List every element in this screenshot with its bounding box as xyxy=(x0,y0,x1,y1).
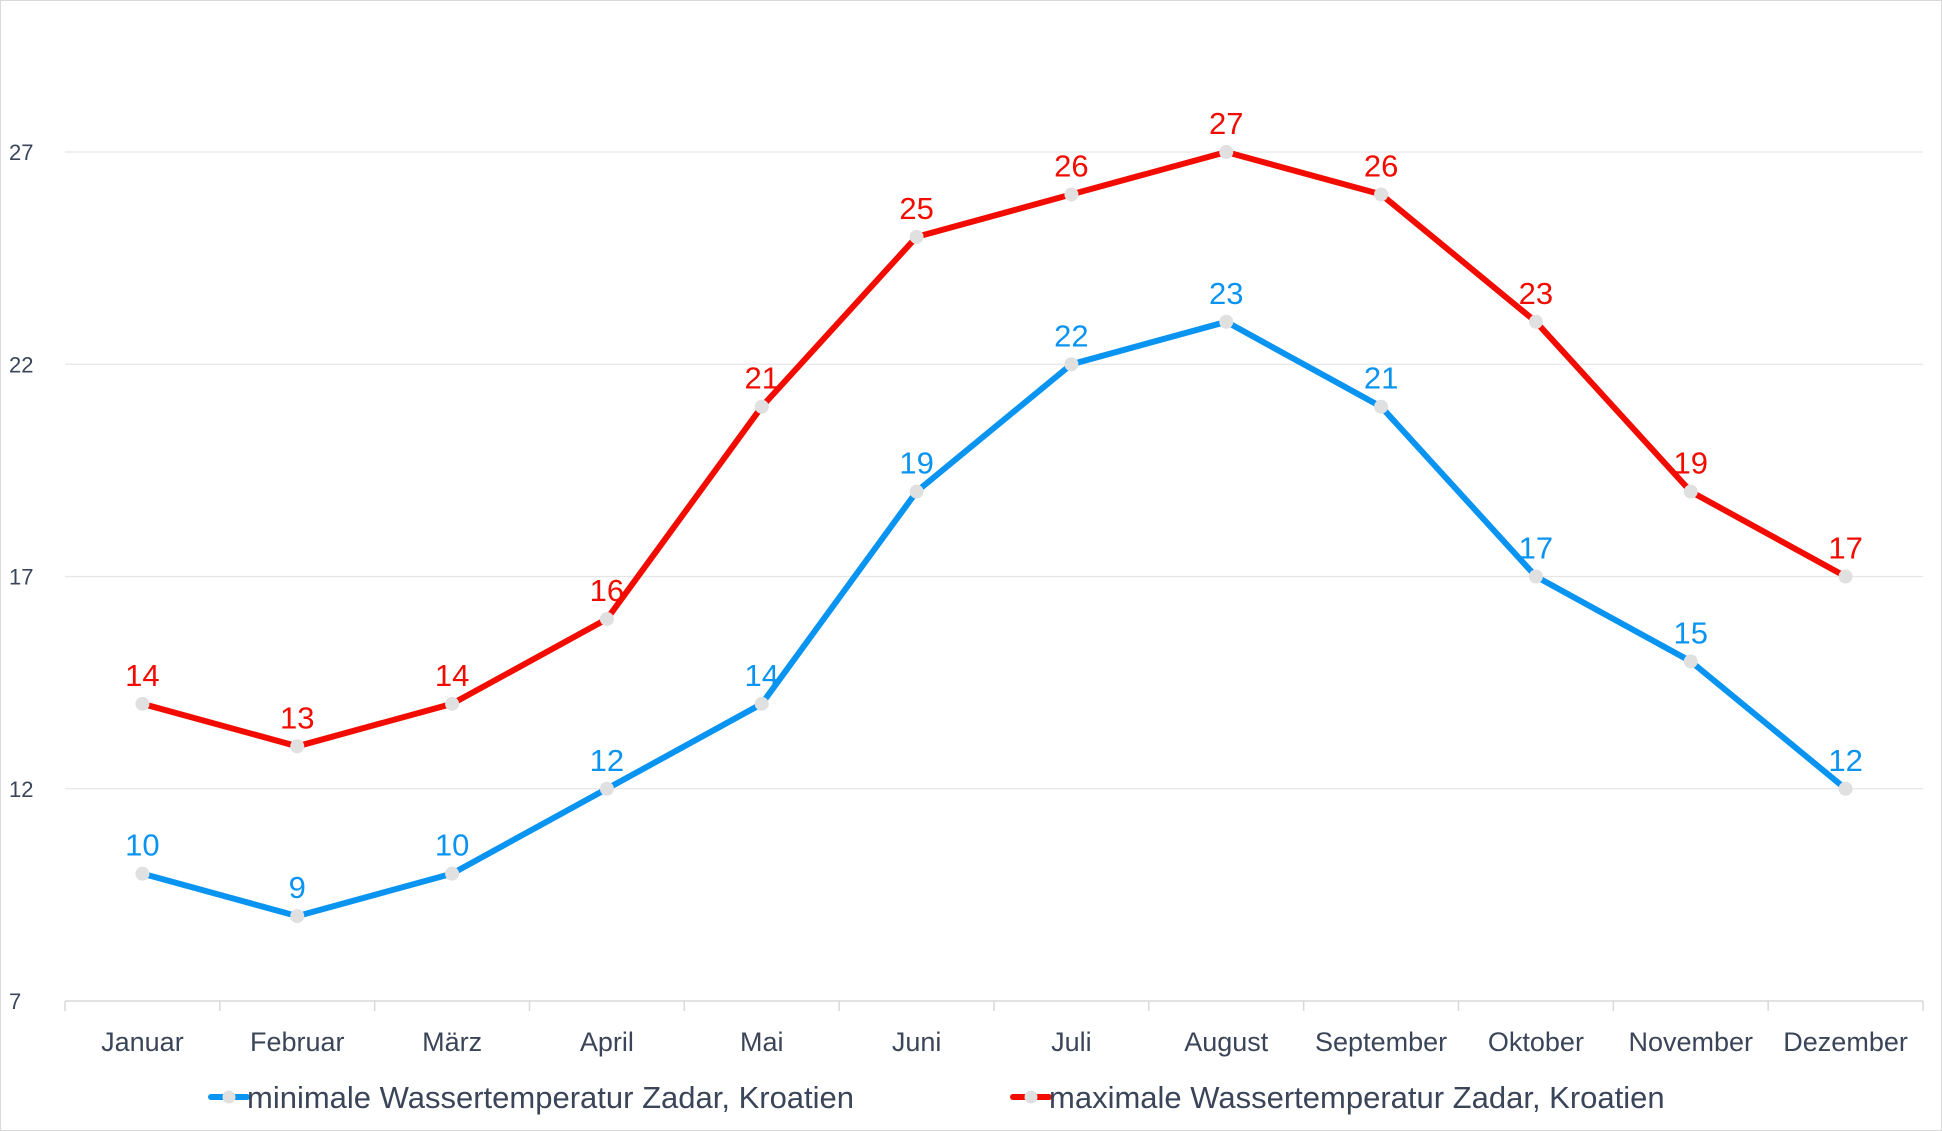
legend-item-1: maximale Wassertemperatur Zadar, Kroatie… xyxy=(1010,1080,1665,1115)
data-label: 25 xyxy=(899,191,933,226)
y-axis-ticks: 7 12 17 22 27 xyxy=(9,140,33,1014)
series-line-1 xyxy=(139,149,1849,750)
series-marker xyxy=(135,866,150,881)
data-label: 9 xyxy=(289,870,306,905)
x-tick-label: Januar xyxy=(101,1027,184,1057)
series-marker xyxy=(445,696,460,711)
data-label: 26 xyxy=(1364,148,1398,183)
y-tick-label: 27 xyxy=(9,140,33,165)
series-marker xyxy=(290,909,305,924)
series-marker xyxy=(599,611,614,626)
x-tick-label: September xyxy=(1315,1027,1447,1057)
series-marker xyxy=(1838,781,1853,796)
series-lines xyxy=(139,149,1849,920)
y-tick-label: 17 xyxy=(9,565,33,590)
series-marker xyxy=(1838,569,1853,584)
series-marker xyxy=(1219,314,1234,329)
data-label: 19 xyxy=(899,446,933,481)
legend: minimale Wassertemperatur Zadar, Kroatie… xyxy=(208,1080,1665,1115)
series-marker xyxy=(1683,484,1698,499)
data-label: 10 xyxy=(125,828,159,863)
series-marker xyxy=(1528,569,1543,584)
y-tick-label: 7 xyxy=(9,989,21,1014)
series-markers xyxy=(135,145,1853,924)
series-marker xyxy=(909,229,924,244)
data-label: 27 xyxy=(1209,106,1243,141)
x-tick-label: Februar xyxy=(250,1027,345,1057)
series-marker xyxy=(1064,357,1079,372)
axes xyxy=(64,1000,1924,1011)
data-label: 14 xyxy=(125,658,159,693)
series-marker xyxy=(445,866,460,881)
x-tick-label: August xyxy=(1184,1027,1269,1057)
legend-marker xyxy=(1024,1090,1038,1104)
series-marker xyxy=(599,781,614,796)
series-marker xyxy=(754,399,769,414)
series-marker xyxy=(290,739,305,754)
grid-lines xyxy=(65,151,1923,790)
y-tick-label: 22 xyxy=(9,352,33,377)
data-label: 23 xyxy=(1519,276,1553,311)
series-marker xyxy=(1683,654,1698,669)
series-marker xyxy=(754,696,769,711)
series-marker xyxy=(1374,399,1389,414)
data-label: 23 xyxy=(1209,276,1243,311)
x-tick-label: Juni xyxy=(892,1027,942,1057)
data-labels: 10 9 10 12 14 19 22 23 21 17 15 12 14 13 14 16 21 25 26 27 2… xyxy=(125,106,1863,905)
x-tick-label: April xyxy=(580,1027,634,1057)
data-label: 21 xyxy=(745,361,779,396)
data-label: 22 xyxy=(1054,318,1088,353)
data-label: 21 xyxy=(1364,361,1398,396)
data-label: 14 xyxy=(745,658,779,693)
series-marker xyxy=(135,696,150,711)
x-tick-label: Oktober xyxy=(1488,1027,1584,1057)
x-tick-label: November xyxy=(1628,1027,1753,1057)
data-label: 13 xyxy=(280,700,314,735)
x-axis-ticks: Januar Februar März April Mai Juni Juli August S… xyxy=(101,1027,1908,1057)
y-tick-label: 12 xyxy=(9,777,33,802)
series-marker xyxy=(1219,145,1234,159)
legend-item-0: minimale Wassertemperatur Zadar, Kroatie… xyxy=(208,1080,854,1115)
data-label: 26 xyxy=(1054,148,1088,183)
series-marker xyxy=(1064,187,1079,202)
x-tick-label: Juli xyxy=(1051,1027,1092,1057)
series-marker xyxy=(909,484,924,499)
series-marker xyxy=(1374,187,1389,202)
legend-marker xyxy=(222,1090,236,1104)
data-label: 16 xyxy=(590,573,624,608)
data-label: 12 xyxy=(1828,743,1862,778)
data-label: 14 xyxy=(435,658,469,693)
x-tick-label: März xyxy=(422,1027,482,1057)
x-tick-label: Mai xyxy=(740,1027,784,1057)
data-label: 10 xyxy=(435,828,469,863)
legend-label: minimale Wassertemperatur Zadar, Kroatie… xyxy=(247,1080,854,1115)
x-tick-label: Dezember xyxy=(1783,1027,1908,1057)
legend-label: maximale Wassertemperatur Zadar, Kroatie… xyxy=(1049,1080,1665,1115)
data-label: 15 xyxy=(1674,615,1708,650)
data-label: 17 xyxy=(1519,531,1553,566)
data-label: 19 xyxy=(1674,446,1708,481)
series-marker xyxy=(1528,314,1543,329)
series-line-0 xyxy=(139,318,1849,920)
data-label: 12 xyxy=(590,743,624,778)
data-label: 17 xyxy=(1828,531,1862,566)
